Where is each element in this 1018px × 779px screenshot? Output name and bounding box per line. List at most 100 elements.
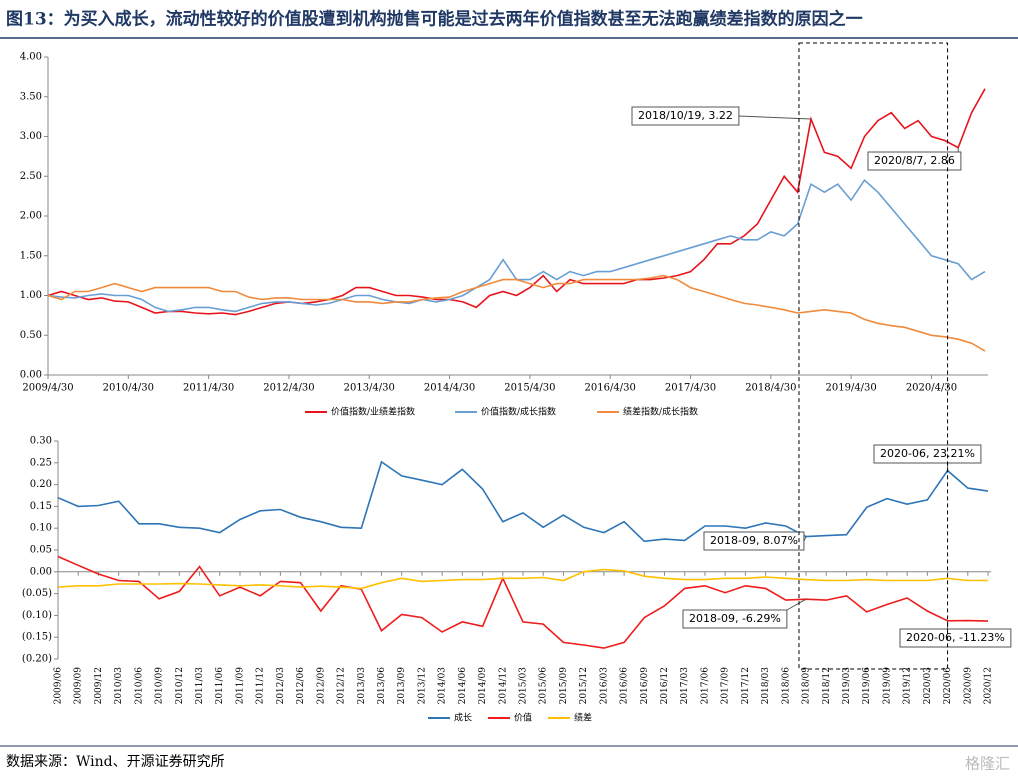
x-tick-label: 2009/06 [54,667,64,705]
annotation: 2020-06, -11.23% [906,631,1005,644]
series-line [57,555,989,649]
x-tick-label: 2019/06 [862,667,872,705]
legend-label: 绩差指数/成长指数 [623,406,698,418]
x-tick-label: 2015/4/30 [504,383,555,394]
annotation-box [899,628,1012,648]
x-tick-label: 2020/09 [963,667,973,705]
series-line [57,568,988,590]
x-tick-label: 2015/06 [539,667,549,705]
x-tick-label: 2013/12 [417,667,427,704]
x-tick-label: 2018/4/30 [745,383,796,394]
x-tick-label: 2014/12 [498,667,508,704]
x-tick-label: 2015/09 [559,667,569,705]
x-tick-label: 2014/09 [478,667,488,705]
x-tick-label: 2017/06 [700,667,710,705]
x-tick-label: 2020/03 [923,667,933,705]
y-tick-label: (0.05) [22,588,52,599]
x-tick-label: 2011/09 [235,667,245,705]
series-line [47,88,986,316]
y-tick-label: 0.20 [30,479,52,490]
x-tick-label: 2017/12 [741,667,751,704]
x-tick-label: 2016/4/30 [585,383,636,394]
y-tick-label: (0.15) [22,632,52,643]
x-tick-label: 2019/09 [882,667,892,705]
x-tick-label: 2011/06 [215,667,225,705]
y-tick-label: 0.10 [30,523,52,534]
x-tick-label: 2011/4/30 [183,383,234,394]
x-tick-label: 2018/12 [822,667,832,704]
y-tick-label: 1.00 [20,290,42,301]
x-tick-label: 2016/03 [599,667,609,705]
x-tick-label: 2012/03 [276,667,286,705]
x-tick-label: 2019/4/30 [826,383,877,394]
x-tick-label: 2016/06 [620,667,630,705]
series-line [57,460,989,543]
annotation-leader [803,536,807,542]
y-tick-label: 2.00 [20,211,42,222]
series-line [47,274,986,352]
legend-label: 价值指数/成长指数 [481,406,556,418]
y-tick-label: 3.00 [20,131,42,142]
x-tick-label: 2013/03 [357,667,367,705]
legend-label: 成长 [454,712,472,724]
x-tick-label: 2013/09 [397,667,407,705]
x-tick-label: 2010/06 [134,667,144,705]
y-tick-label: 4.00 [20,52,42,63]
x-tick-label: 2011/12 [256,667,266,704]
x-tick-label: 2009/4/30 [22,383,73,394]
annotation: 2018-09, -6.29% [689,612,781,625]
x-tick-label: 2016/12 [660,667,670,704]
y-tick-label: (0.10) [22,610,52,621]
x-tick-label: 2010/4/30 [103,383,154,394]
x-tick-label: 2012/4/30 [263,383,314,394]
x-tick-label: 2013/06 [377,667,387,705]
watermark: 格隆汇 [965,755,1010,773]
annotation-box [682,609,788,629]
x-tick-label: 2009/12 [94,667,104,704]
annotation-leader [738,115,812,120]
x-tick-label: 2010/09 [155,667,165,705]
x-tick-label: 2020/12 [984,667,994,704]
x-tick-label: 2012/06 [296,667,306,705]
x-tick-label: 2012/12 [337,667,347,704]
legend-label: 绩差 [574,712,592,724]
legend-label: 价值指数/业绩差指数 [331,406,415,418]
x-tick-label: 2019/12 [903,667,913,704]
annotation: 2020/8/7, 2.86 [874,154,955,167]
x-tick-label: 2015/03 [519,667,529,705]
x-tick-label: 2012/09 [316,667,326,705]
legend-label: 价值 [514,712,532,724]
y-tick-label: 0.05 [30,545,52,556]
title: 图13：为买入成长，流动性较好的价值股遭到机构抛售可能是过去两年价值指数甚至无法… [6,9,863,30]
x-tick-label: 2015/12 [579,667,589,704]
annotation-leader [786,598,807,611]
x-tick-label: 2016/09 [640,667,650,705]
source: 数据来源：Wind、开源证券研究所 [6,754,225,770]
highlight-frame [798,42,949,670]
y-tick-label: 1.50 [20,250,42,261]
x-tick-label: 2011/03 [195,667,205,705]
x-tick-label: 2017/4/30 [665,383,716,394]
annotation-box [873,444,982,464]
y-tick-label: 0.00 [20,370,42,381]
annotation: 2018-09, 8.07% [710,534,798,547]
y-tick-label: 3.50 [20,91,42,102]
y-tick-label: 0.15 [30,501,52,512]
y-tick-label: (0.20) [22,654,52,665]
x-tick-label: 2019/03 [842,667,852,705]
annotation: 2018/10/19, 3.22 [638,109,733,122]
x-tick-label: 2020/06 [943,667,953,705]
x-tick-label: 2017/09 [721,667,731,705]
x-tick-label: 2010/03 [114,667,124,705]
x-tick-label: 2010/12 [175,667,185,704]
annotation-box [867,151,962,171]
y-tick-label: 2.50 [20,171,42,182]
y-tick-label: 0.50 [20,330,42,341]
annotation: 2020-06, 23.21% [880,447,975,460]
x-tick-label: 2018/03 [761,667,771,705]
x-tick-label: 2014/4/30 [424,383,475,394]
x-tick-label: 2014/03 [438,667,448,705]
x-tick-label: 2013/4/30 [344,383,395,394]
x-tick-label: 2018/06 [781,667,791,705]
